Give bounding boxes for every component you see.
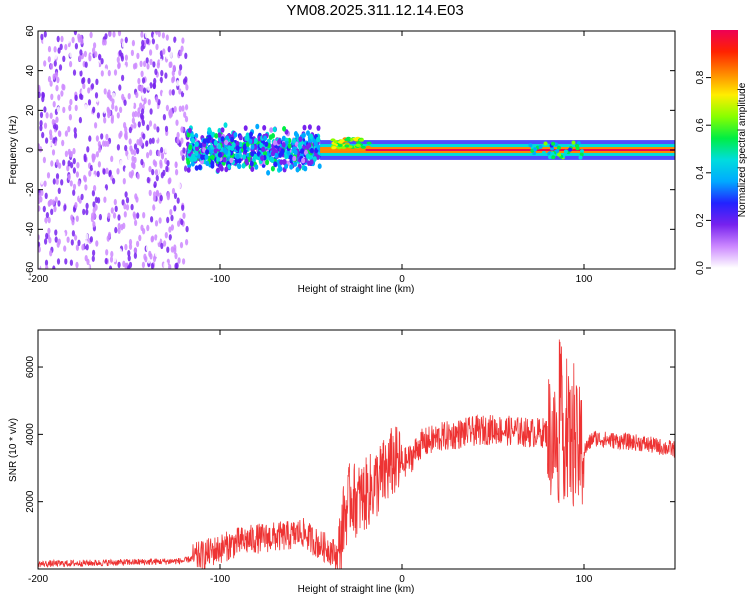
snr-x-tick-label: -200	[28, 574, 48, 585]
heatmap-region	[38, 31, 326, 269]
heatmap-x-tick-label: -200	[28, 274, 48, 285]
snr-x-tick-label: 100	[576, 574, 593, 585]
heatmap-region	[185, 122, 322, 176]
heatmap-y-tick-label: -40	[25, 222, 36, 237]
snr-x-tick-label: -100	[210, 574, 230, 585]
heatmap-x-tick-label: 0	[399, 274, 405, 285]
heatmap-x-tick-label: -100	[210, 274, 230, 285]
heatmap-y-tick-label: -60	[25, 261, 36, 276]
heatmap-y-tick-label: 40	[25, 65, 36, 77]
colorbar-tick-label: 0.4	[695, 165, 706, 179]
snr-y-axis-label: SNR (10 * v/v)	[8, 418, 19, 482]
snr-plot-area	[38, 330, 675, 569]
colorbar-axes: 0.0 0.2 0.4 0.6 0.8	[695, 70, 711, 275]
heatmap-x-tick-label: 100	[576, 274, 593, 285]
snr-frame	[37, 329, 676, 570]
snr-y-tick-label: 4000	[25, 423, 36, 446]
colorbar-tick-label: 0.6	[695, 118, 706, 132]
colorbar-tick-label: 0.0	[695, 261, 706, 275]
snr-x-tick-label: 0	[399, 574, 405, 585]
heatmap-region	[320, 136, 675, 160]
heatmap-x-axis-label: Height of straight line (km)	[298, 284, 415, 295]
chart-title: YM08.2025.311.12.14.E03	[286, 2, 464, 19]
snr-axes: -200 -100 0 100 2000 4000 6000	[25, 330, 675, 585]
snr-y-tick-label: 2000	[25, 490, 36, 513]
snr-y-tick-label: 6000	[25, 355, 36, 378]
heatmap-y-axis-label: Frequency (Hz)	[8, 116, 19, 185]
colorbar-tick-label: 0.8	[695, 70, 706, 84]
snr-x-axis-label: Height of straight line (km)	[298, 584, 415, 595]
heatmap-plot-area	[38, 31, 675, 269]
heatmap-y-tick-label: 0	[25, 147, 36, 153]
heatmap-y-tick-label: 20	[25, 104, 36, 116]
heatmap-y-tick-label: 60	[25, 25, 36, 37]
colorbar-label: Normalized spectral amplitude	[737, 82, 748, 217]
snr-series-line	[38, 339, 675, 569]
colorbar	[711, 30, 738, 268]
heatmap-y-tick-label: -20	[25, 182, 36, 197]
colorbar-tick-label: 0.2	[695, 213, 706, 227]
